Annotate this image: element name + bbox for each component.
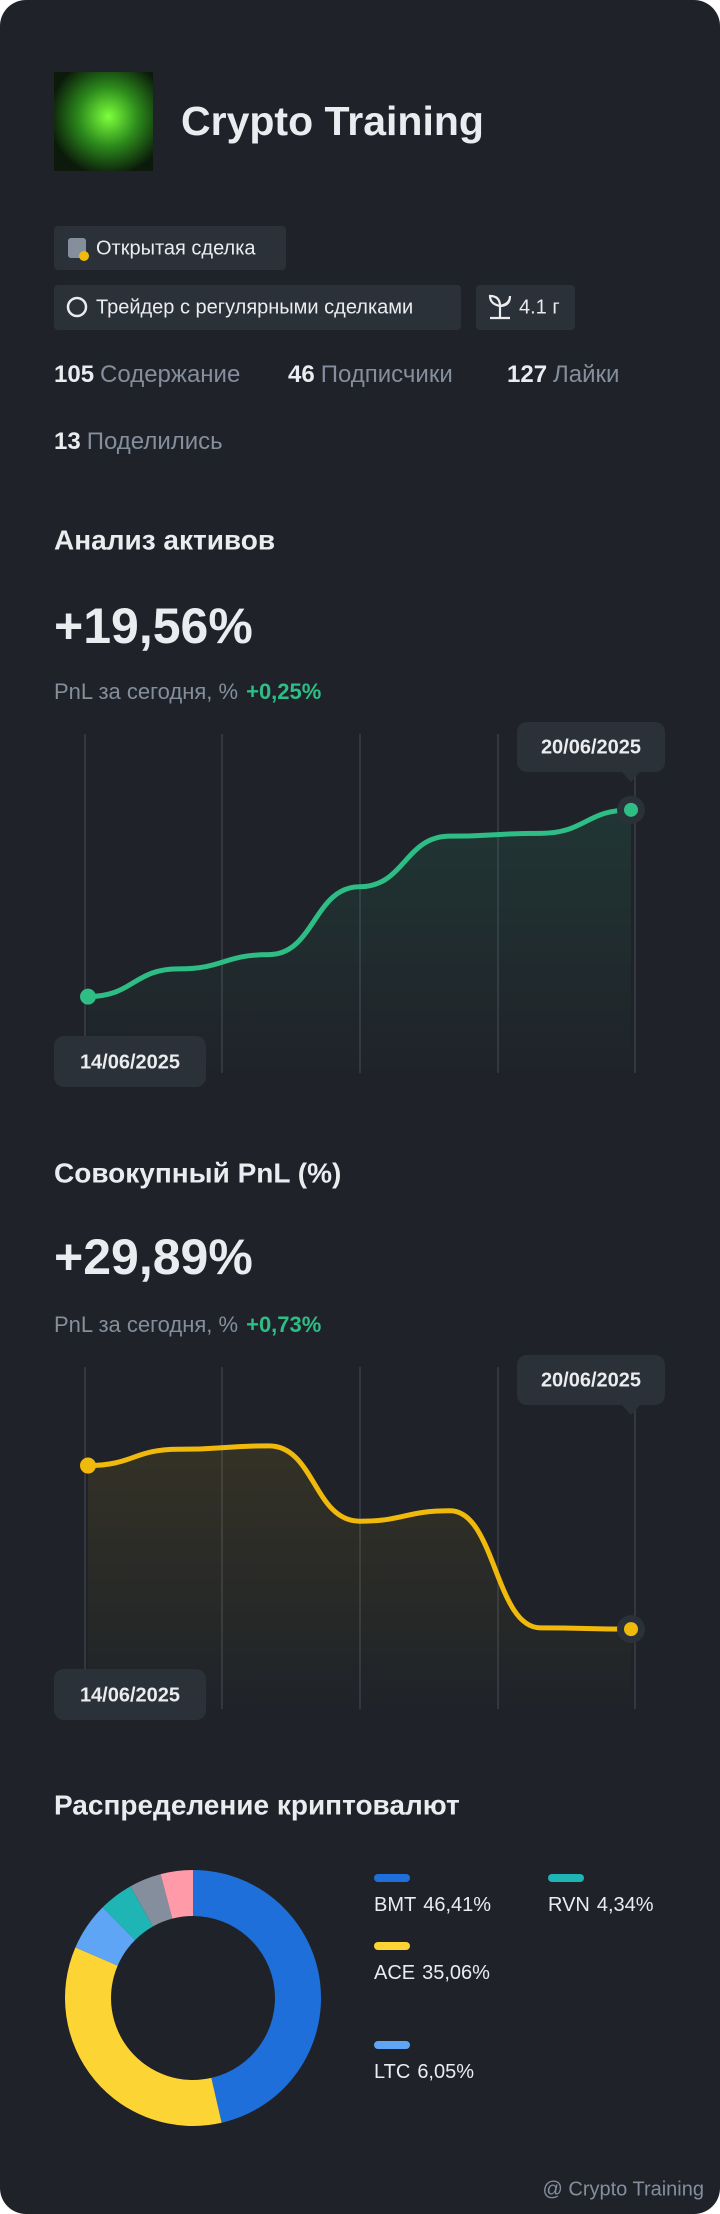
legend-value: 35,06% (422, 1962, 490, 1984)
badge-text: Трейдер с регулярными сделками (96, 296, 413, 318)
change: +0,25% (246, 679, 321, 704)
area (88, 1445, 631, 1709)
end-point (624, 802, 638, 817)
stat-count: 127 (507, 361, 547, 388)
section-title: Анализ активов (54, 524, 275, 555)
date-tooltip (517, 722, 665, 772)
legend-name: RVN (548, 1894, 590, 1916)
badge (54, 226, 286, 270)
subtitle-text: PnL за сегодня, % (54, 1312, 238, 1337)
stat-label: Подписчики (321, 361, 453, 388)
legend-name: BMT (374, 1894, 416, 1916)
legend-name: LTC (374, 2061, 410, 2083)
legend-name: ACE (374, 1962, 415, 1984)
headline: +19,56% (54, 598, 253, 654)
legend-swatch (548, 1874, 584, 1882)
legend-value: 46,41% (423, 1894, 491, 1916)
legend-swatch (374, 1942, 410, 1950)
legend-entry: LTC 6,05% (374, 2061, 474, 2083)
area (88, 809, 631, 1073)
avatar (54, 72, 153, 171)
line (85, 1443, 634, 1632)
donut-slice (130, 1874, 173, 1927)
end-point (624, 1622, 638, 1637)
date-label: 20/06/2025 (541, 1369, 641, 1391)
donut-slice (102, 1886, 153, 1940)
date-label: 14/06/2025 (80, 1684, 180, 1706)
stat-count: 105 (54, 361, 94, 388)
section-title: Совокупный PnL (%) (54, 1157, 341, 1188)
tooltip-pointer (622, 1405, 640, 1415)
date-tooltip (54, 1036, 206, 1087)
badge-icon (79, 251, 89, 261)
date-tooltip (517, 1355, 665, 1405)
date-label: 20/06/2025 (541, 736, 641, 758)
start-point (80, 988, 96, 1005)
line (85, 807, 634, 1000)
legend-swatch (374, 1874, 410, 1882)
donut-slice (64, 1947, 222, 2127)
subtitle: PnL за сегодня, % +0,25% (54, 679, 321, 704)
watermark: @ Crypto Training (543, 2178, 704, 2200)
stat: 105 Содержание (54, 361, 240, 388)
badge-text: Открытая сделка (96, 237, 256, 259)
stat-label: Поделились (87, 428, 223, 455)
donut-slice (193, 1869, 322, 2123)
stat-count: 13 (54, 428, 81, 455)
badge-icon (488, 294, 512, 320)
section-title: Распределение криптовалют (54, 1789, 460, 1820)
date-tooltip (54, 1669, 206, 1720)
start-point (80, 1457, 96, 1474)
donut-slice (160, 1870, 193, 1919)
date-label: 14/06/2025 (80, 1051, 180, 1073)
stat: 13 Поделились (54, 428, 223, 455)
badge-text: 4.1 г (519, 296, 560, 318)
legend-entry: ACE 35,06% (374, 1962, 490, 1984)
legend-swatch (374, 2041, 410, 2049)
stat: 127 Лайки (507, 361, 619, 388)
headline: +29,89% (54, 1229, 253, 1285)
subtitle: PnL за сегодня, % +0,73% (54, 1312, 321, 1337)
profile-name: Crypto Training (181, 98, 484, 144)
stat-count: 46 (288, 361, 315, 388)
stat: 46 Подписчики (288, 361, 453, 388)
badge (54, 285, 461, 330)
legend-value: 6,05% (417, 2061, 474, 2083)
badge-icon (66, 296, 88, 318)
stat-label: Содержание (100, 361, 240, 388)
subtitle-text: PnL за сегодня, % (54, 679, 238, 704)
stat-label: Лайки (553, 361, 619, 388)
legend-entry: RVN 4,34% (548, 1894, 654, 1916)
legend-value: 4,34% (597, 1894, 654, 1916)
tooltip-pointer (622, 772, 640, 782)
legend-entry: BMT 46,41% (374, 1894, 491, 1916)
donut-slice (75, 1907, 136, 1966)
change: +0,73% (246, 1312, 321, 1337)
